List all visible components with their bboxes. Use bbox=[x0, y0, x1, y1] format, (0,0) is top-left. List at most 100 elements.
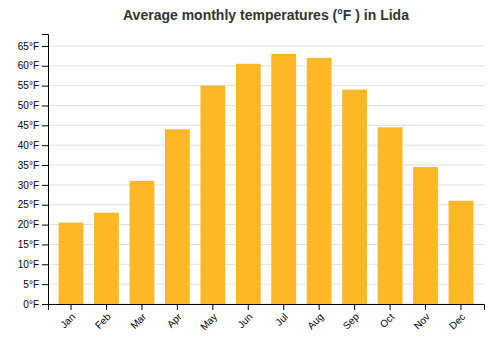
x-tick-label: Jun bbox=[235, 311, 254, 330]
x-tick: Dec bbox=[447, 304, 467, 331]
x-tick-mark bbox=[319, 304, 320, 310]
title: Average monthly temperatures (°F ) in Li… bbox=[123, 7, 409, 23]
y-tick: 50°F bbox=[18, 100, 48, 111]
y-tick: 15°F bbox=[18, 239, 48, 250]
y-tick: 0°F bbox=[23, 299, 48, 310]
x-tick-mark bbox=[177, 304, 178, 310]
bar bbox=[271, 54, 296, 304]
x-tick-label: Sep bbox=[341, 311, 362, 332]
x-tick: Apr bbox=[165, 304, 184, 330]
x-tick-label: Nov bbox=[412, 311, 432, 331]
y-tick-mark bbox=[42, 225, 48, 226]
y-tick-mark bbox=[42, 86, 48, 87]
x-tick-mark bbox=[212, 304, 213, 310]
x-tick: Nov bbox=[412, 304, 432, 331]
x-tick-label: Apr bbox=[165, 311, 184, 330]
y-tick-label: 10°F bbox=[18, 259, 39, 270]
x-tick: Feb bbox=[93, 304, 113, 331]
y-tick-label: 20°F bbox=[18, 219, 39, 230]
x-tick-mark bbox=[106, 304, 107, 310]
x-tick-label: Oct bbox=[378, 311, 397, 330]
x-tick: May bbox=[198, 304, 219, 332]
y-tick-label: 15°F bbox=[18, 239, 39, 250]
y-tick-mark bbox=[42, 244, 48, 245]
x-tick-label: May bbox=[198, 311, 219, 332]
y-tick: 35°F bbox=[18, 160, 48, 171]
x-axis: Jan Feb Mar Apr May Jun Jul Aug Sep Oct Nov Dec bbox=[49, 304, 485, 332]
grid-line bbox=[48, 125, 484, 126]
bar bbox=[200, 86, 225, 304]
y-tick-mark bbox=[42, 145, 48, 146]
y-tick: 20°F bbox=[18, 219, 48, 230]
y-tick-mark bbox=[42, 46, 48, 47]
y-tick: 10°F bbox=[18, 259, 48, 270]
y-tick: 45°F bbox=[18, 120, 48, 131]
x-tick-mark bbox=[283, 304, 284, 310]
chart-container: 0°F 5°F 10°F 15°F 20°F 25°F 30°F 35°F 40°F 45°F 50… bbox=[0, 0, 500, 350]
y-tick-label: 5°F bbox=[23, 279, 39, 290]
x-tick: Sep bbox=[341, 304, 362, 331]
x-tick: Jul bbox=[273, 304, 290, 328]
y-tick-label: 60°F bbox=[18, 60, 39, 71]
x-tick-mark bbox=[390, 304, 391, 310]
x-tick: Jan bbox=[58, 304, 77, 330]
grid-line bbox=[48, 45, 484, 46]
grid-line bbox=[48, 105, 484, 106]
y-tick-label: 55°F bbox=[18, 80, 39, 91]
y-tick-label: 65°F bbox=[18, 41, 39, 52]
plot-area: 0°F 5°F 10°F 15°F 20°F 25°F 30°F 35°F 40°F 45°F 50… bbox=[18, 35, 485, 333]
y-tick-label: 35°F bbox=[18, 160, 39, 171]
bar bbox=[413, 167, 438, 304]
bar bbox=[449, 201, 474, 304]
x-tick: Aug bbox=[305, 304, 325, 331]
y-tick-mark bbox=[42, 205, 48, 206]
y-axis-line bbox=[42, 35, 49, 305]
y-tick-mark bbox=[42, 264, 48, 265]
y-tick-label: 25°F bbox=[18, 199, 39, 210]
x-tick-mark bbox=[248, 304, 249, 310]
x-axis-line bbox=[49, 305, 485, 311]
x-tick-mark bbox=[71, 304, 72, 310]
y-tick-mark bbox=[42, 185, 48, 186]
y-axis: 0°F 5°F 10°F 15°F 20°F 25°F 30°F 35°F 40°F 45°F 50… bbox=[18, 35, 49, 310]
x-tick-label: Dec bbox=[447, 311, 467, 331]
x-tick-label: Aug bbox=[305, 311, 325, 331]
x-tick: Jun bbox=[235, 304, 254, 330]
bar bbox=[236, 64, 261, 304]
chart-svg: 0°F 5°F 10°F 15°F 20°F 25°F 30°F 35°F 40°F 45°F 50… bbox=[0, 0, 500, 350]
x-tick-label: Jul bbox=[273, 311, 290, 328]
grid-line bbox=[48, 145, 484, 146]
bar bbox=[342, 90, 367, 304]
x-tick-label: Mar bbox=[128, 311, 148, 331]
y-tick-label: 45°F bbox=[18, 120, 39, 131]
y-tick-mark bbox=[42, 66, 48, 67]
y-tick: 60°F bbox=[18, 60, 48, 71]
bar bbox=[94, 213, 119, 304]
x-tick: Oct bbox=[378, 304, 397, 330]
y-tick-label: 0°F bbox=[23, 299, 39, 310]
bar bbox=[307, 58, 332, 304]
x-tick-label: Feb bbox=[93, 311, 113, 331]
y-tick-label: 50°F bbox=[18, 100, 39, 111]
y-tick: 65°F bbox=[18, 41, 48, 52]
x-tick-mark bbox=[425, 304, 426, 310]
bar bbox=[165, 129, 190, 304]
x-tick-mark bbox=[141, 304, 142, 310]
x-tick: Mar bbox=[128, 304, 148, 331]
y-tick-mark bbox=[42, 105, 48, 106]
grid-line bbox=[48, 65, 484, 66]
y-tick: 25°F bbox=[18, 199, 48, 210]
x-tick-label: Jan bbox=[58, 311, 77, 330]
grid-line bbox=[48, 85, 484, 86]
bar bbox=[378, 127, 403, 304]
y-tick-mark bbox=[42, 125, 48, 126]
y-tick-label: 40°F bbox=[18, 140, 39, 151]
y-tick: 40°F bbox=[18, 140, 48, 151]
x-tick-mark bbox=[354, 304, 355, 310]
y-tick: 30°F bbox=[18, 180, 48, 191]
y-tick: 55°F bbox=[18, 80, 48, 91]
y-tick-mark bbox=[42, 304, 48, 305]
bar bbox=[59, 223, 84, 304]
y-tick-mark bbox=[42, 284, 48, 285]
y-tick-mark bbox=[42, 165, 48, 166]
